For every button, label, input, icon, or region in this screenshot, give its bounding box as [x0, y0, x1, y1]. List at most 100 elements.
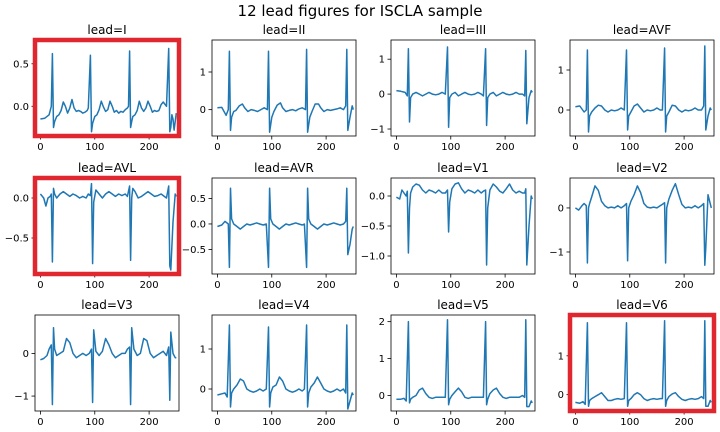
lead-panel: lead=V1 0 100 200 0.0 −0.5 −1.0 [361, 161, 536, 291]
panel-title: lead=III [440, 23, 486, 37]
y-tick-label: 2 [379, 317, 385, 328]
y-tick-label: −0.5 [5, 234, 29, 245]
x-tick-label: 200 [675, 417, 694, 428]
y-tick-label: 0.0 [190, 219, 206, 230]
panel-title: lead=AVR [254, 161, 314, 175]
y-tick-label: 0.0 [369, 192, 385, 203]
x-tick-label: 200 [675, 280, 694, 291]
ecg-trace [40, 47, 178, 133]
panel-title: lead=V2 [616, 161, 668, 175]
x-tick-label: 200 [496, 417, 515, 428]
x-tick-label: 100 [85, 280, 104, 291]
x-tick-label: 0 [214, 142, 220, 153]
y-tick-label: 0 [558, 106, 564, 117]
lead-panel: lead=II 0 100 200 1 0 [200, 23, 357, 153]
ecg-trace [217, 187, 354, 269]
x-tick-label: 100 [85, 142, 104, 153]
lead-panel: lead=V2 0 100 200 0 −1 [549, 161, 715, 291]
axes-frame [211, 39, 357, 137]
ecg-trace [575, 45, 712, 133]
x-tick-label: 0 [214, 417, 220, 428]
x-tick-label: 200 [140, 417, 159, 428]
ecg-trace [217, 48, 355, 133]
highlight-box [567, 312, 717, 414]
y-tick-label: 0 [200, 385, 206, 396]
axes-frame [34, 314, 180, 412]
x-tick-label: 100 [620, 280, 639, 291]
x-tick-label: 200 [496, 142, 515, 153]
x-tick-label: 0 [572, 142, 578, 153]
lead-panel: lead=III 0 100 200 1 0 −1 [370, 23, 536, 153]
x-tick-label: 200 [317, 280, 336, 291]
x-tick-label: 100 [441, 280, 460, 291]
y-tick-label: −0.5 [182, 245, 206, 256]
y-tick-label: 0.5 [190, 194, 206, 205]
ecg-trace [575, 320, 712, 408]
x-tick-label: 100 [262, 142, 281, 153]
highlight-box [32, 175, 182, 277]
panel-title: lead=II [263, 23, 306, 37]
panel-title: lead=I [87, 23, 126, 37]
y-tick-label: 0 [23, 349, 29, 360]
lead-panel: lead=AVF 0 100 200 1 0 [558, 23, 715, 153]
x-tick-label: 100 [262, 280, 281, 291]
x-tick-label: 0 [37, 142, 43, 153]
axes-frame [390, 177, 536, 275]
x-tick-label: 200 [317, 417, 336, 428]
panel-title: lead=V3 [81, 298, 133, 312]
x-tick-label: 100 [441, 417, 460, 428]
y-tick-label: 0.5 [13, 59, 29, 70]
x-tick-label: 0 [572, 417, 578, 428]
x-tick-label: 100 [262, 417, 281, 428]
x-tick-label: 0 [393, 280, 399, 291]
ecg-trace [396, 319, 533, 408]
panel-title: lead=V6 [616, 298, 668, 312]
axes-frame [390, 39, 536, 137]
lead-panel: lead=V3 0 100 200 0 −1 [14, 298, 180, 428]
x-tick-label: 0 [393, 417, 399, 428]
y-tick-label: 0 [558, 390, 564, 401]
y-tick-label: 1 [558, 66, 564, 77]
x-tick-label: 200 [140, 280, 159, 291]
lead-panel: lead=V5 0 100 200 2 1 0 [379, 298, 536, 428]
lead-panel: lead=V4 0 100 200 1 0 [200, 298, 357, 428]
x-tick-label: 200 [140, 142, 159, 153]
ecg-trace [217, 324, 354, 410]
y-tick-label: −1 [549, 247, 564, 258]
lead-panel: lead=AVL 0 100 200 0.0 −0.5 [5, 161, 182, 291]
x-tick-label: 0 [37, 417, 43, 428]
y-tick-label: −1 [14, 392, 29, 403]
x-tick-label: 100 [620, 417, 639, 428]
axes-frame [34, 39, 180, 137]
y-tick-label: 1 [200, 68, 206, 79]
x-tick-label: 200 [496, 280, 515, 291]
x-tick-label: 0 [37, 280, 43, 291]
panel-title: lead=V1 [437, 161, 489, 175]
y-tick-label: −1.0 [361, 252, 385, 263]
y-tick-label: −0.5 [361, 222, 385, 233]
ecg-trace [574, 182, 713, 266]
y-tick-label: 0.0 [13, 194, 29, 205]
figure-title: 12 lead figures for ISCLA sample [238, 2, 483, 20]
y-tick-label: −1 [370, 125, 385, 136]
highlight-box [32, 37, 182, 139]
y-tick-label: 0 [379, 90, 385, 101]
panel-title: lead=V5 [437, 298, 489, 312]
x-tick-label: 100 [85, 417, 104, 428]
y-tick-label: 1 [558, 351, 564, 362]
y-tick-label: 0 [558, 203, 564, 214]
ecg-trace [40, 327, 177, 406]
axes-frame [569, 39, 715, 137]
y-tick-label: 1 [200, 345, 206, 356]
lead-panel: lead=V6 0 100 200 1 0 [558, 298, 717, 428]
x-tick-label: 100 [620, 142, 639, 153]
ecg-trace [396, 46, 533, 129]
axes-frame [211, 314, 357, 412]
axes-frame [569, 177, 715, 275]
ecg-trace [396, 182, 534, 266]
x-tick-label: 0 [214, 280, 220, 291]
axes-frame [390, 314, 536, 412]
y-tick-label: 1 [379, 354, 385, 365]
